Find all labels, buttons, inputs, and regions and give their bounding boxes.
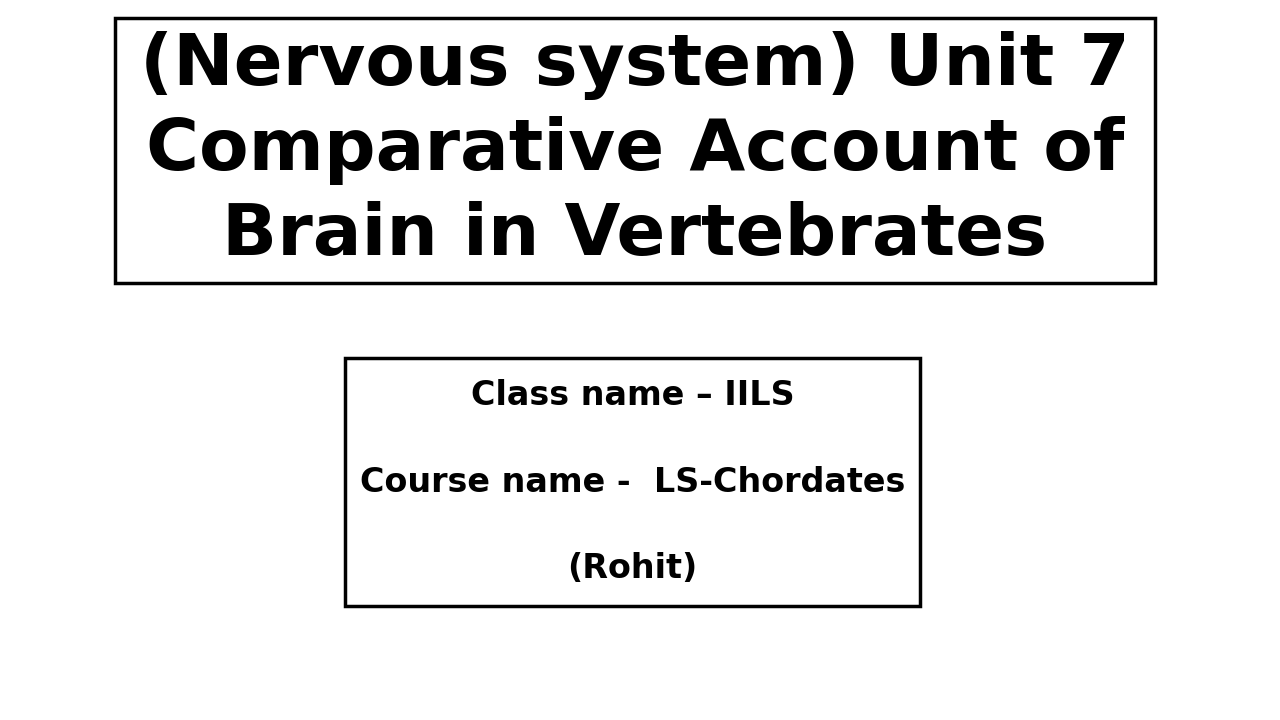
Bar <box>115 18 1155 283</box>
Text: (Nervous system) Unit 7
Comparative Account of
Brain in Vertebrates: (Nervous system) Unit 7 Comparative Acco… <box>140 31 1130 270</box>
Bar <box>346 358 920 606</box>
Text: Class name – IILS

Course name -  LS-Chordates

(Rohit): Class name – IILS Course name - LS-Chord… <box>360 379 905 585</box>
